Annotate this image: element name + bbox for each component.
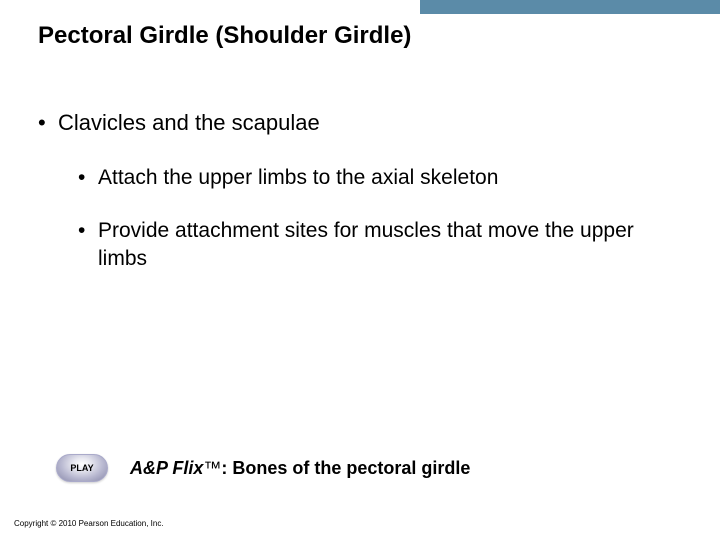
play-button[interactable]: PLAY xyxy=(56,454,108,482)
flix-tm: ™ xyxy=(203,458,221,478)
content-area: Clavicles and the scapulae Attach the up… xyxy=(38,110,682,298)
bullet-level2-item: Provide attachment sites for muscles tha… xyxy=(78,217,682,272)
copyright-text: Copyright © 2010 Pearson Education, Inc. xyxy=(14,519,164,528)
slide-title: Pectoral Girdle (Shoulder Girdle) xyxy=(38,22,411,50)
flix-brand: A&P Flix xyxy=(130,458,203,478)
bullet-level2-item: Attach the upper limbs to the axial skel… xyxy=(78,164,682,191)
flix-link[interactable]: A&P Flix™: Bones of the pectoral girdle xyxy=(130,458,470,479)
play-row: PLAY A&P Flix™: Bones of the pectoral gi… xyxy=(56,454,470,482)
flix-rest: : Bones of the pectoral girdle xyxy=(221,458,470,478)
header-accent-bar xyxy=(420,0,720,14)
bullet-level1: Clavicles and the scapulae xyxy=(38,110,682,136)
